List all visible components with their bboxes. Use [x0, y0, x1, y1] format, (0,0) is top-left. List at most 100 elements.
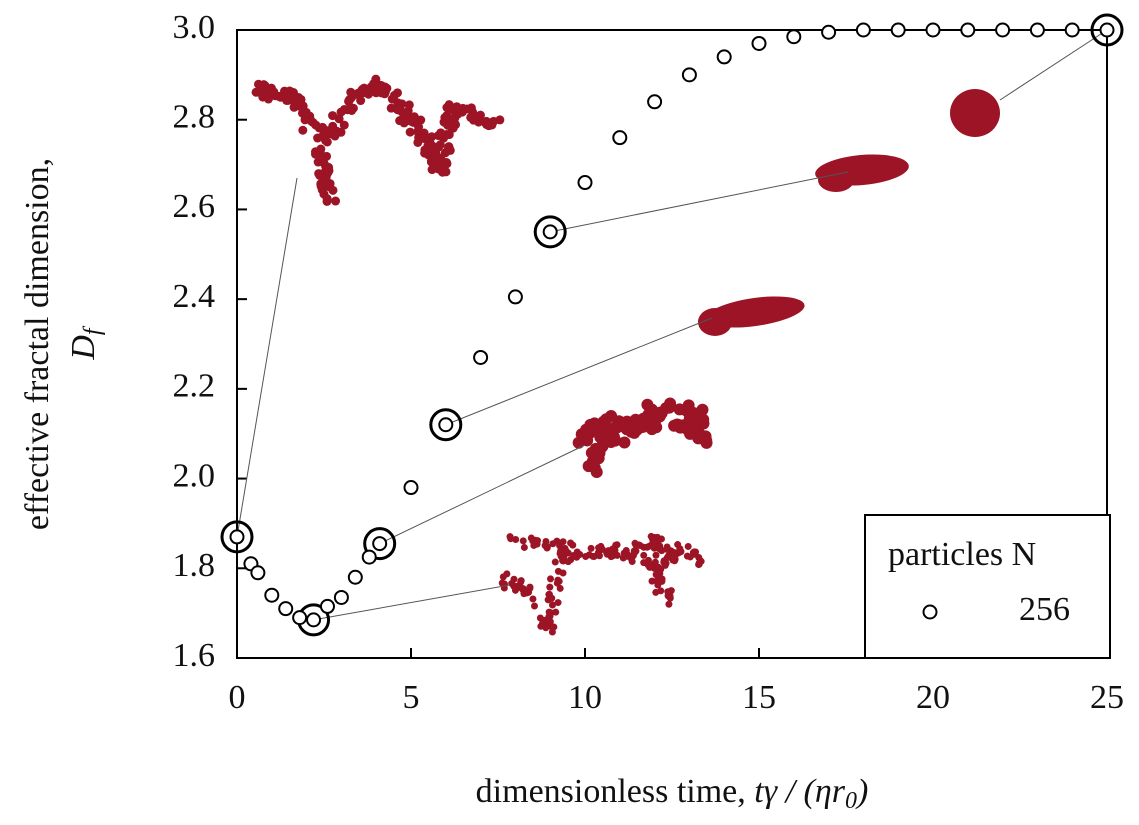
highlight-ring — [363, 527, 397, 561]
highlight-ring — [533, 215, 567, 249]
particle — [322, 194, 332, 204]
particle — [596, 428, 609, 441]
particle — [653, 577, 661, 585]
point — [647, 94, 663, 110]
particle — [624, 421, 637, 434]
particle — [387, 94, 397, 104]
particle — [543, 543, 551, 551]
particle — [572, 436, 585, 449]
particle — [556, 584, 564, 592]
highlight-ring — [429, 408, 463, 442]
x-label-text: dimensionless time, — [476, 773, 755, 810]
point — [319, 598, 335, 614]
particle — [419, 133, 429, 143]
particle — [348, 103, 358, 113]
aggregate-branched — [498, 532, 705, 636]
point — [264, 587, 280, 603]
particle — [382, 83, 392, 93]
particle — [331, 196, 341, 206]
point — [890, 22, 906, 38]
point — [1029, 22, 1045, 38]
leader-line — [550, 171, 849, 233]
particle — [656, 545, 664, 553]
particle — [688, 420, 701, 433]
particle — [356, 96, 366, 106]
particle — [444, 130, 454, 140]
particle — [598, 545, 606, 553]
particle — [484, 121, 494, 131]
particle — [283, 95, 293, 105]
particle — [444, 100, 454, 110]
particle — [525, 588, 533, 596]
particle — [519, 537, 527, 545]
particle — [298, 125, 308, 135]
particle — [442, 111, 452, 121]
aggregate-fractal — [251, 74, 505, 206]
particle — [295, 97, 305, 107]
aggregate-dense — [698, 296, 805, 336]
particle — [508, 580, 516, 588]
x-tick-label: 5 — [403, 679, 420, 716]
particle — [635, 421, 648, 434]
particle — [640, 551, 648, 559]
point — [473, 349, 489, 365]
point — [361, 549, 377, 565]
legend-box — [864, 514, 1111, 659]
particle — [533, 540, 541, 548]
particle — [328, 111, 338, 121]
particle — [503, 570, 511, 578]
particle — [546, 583, 554, 591]
particle — [651, 540, 659, 548]
particle — [413, 137, 423, 147]
point — [333, 589, 349, 605]
y-tick-label: 1.6 — [173, 637, 216, 674]
particle — [475, 114, 485, 124]
particle — [330, 129, 340, 139]
particle — [452, 102, 462, 112]
particle — [506, 533, 514, 541]
particle — [641, 398, 654, 411]
particle — [436, 128, 446, 138]
particle — [322, 126, 332, 136]
particle — [350, 89, 360, 99]
highlight-ring — [1090, 13, 1124, 47]
y-tick-label: 3.0 — [173, 9, 216, 46]
y-axis-label-symbol: Df — [65, 325, 106, 361]
particle — [409, 112, 419, 122]
particle — [511, 586, 519, 594]
y-tick-label: 1.8 — [173, 547, 216, 584]
point — [960, 22, 976, 38]
point — [229, 529, 245, 545]
x-label-close: ) — [855, 773, 868, 810]
particle — [441, 157, 451, 167]
legend-label: 256 — [1019, 591, 1070, 628]
particle — [300, 115, 310, 125]
legend-title: particles N — [888, 536, 1036, 573]
particle — [657, 587, 665, 595]
particle — [551, 558, 559, 566]
particle — [324, 166, 334, 176]
particle — [536, 614, 544, 622]
aggregate-images — [251, 74, 1000, 636]
x-label-expr: tγ / (ηr — [754, 773, 845, 810]
particle — [564, 558, 572, 566]
particle — [628, 558, 636, 566]
point — [438, 417, 454, 433]
particle — [549, 540, 557, 548]
point — [372, 536, 388, 552]
particle — [548, 628, 556, 636]
point — [306, 612, 322, 628]
particle — [319, 176, 329, 186]
particle — [441, 167, 451, 177]
x-axis-label: dimensionless time, tγ / (ηr0) — [476, 773, 869, 814]
particle — [427, 148, 437, 158]
point — [995, 22, 1011, 38]
particle — [673, 403, 686, 416]
legend-marker — [922, 604, 938, 620]
point — [507, 289, 523, 305]
particle — [605, 410, 618, 423]
x-label-sub: 0 — [845, 788, 857, 814]
particle — [357, 84, 367, 94]
leader-line — [379, 444, 586, 545]
particle — [462, 104, 472, 114]
